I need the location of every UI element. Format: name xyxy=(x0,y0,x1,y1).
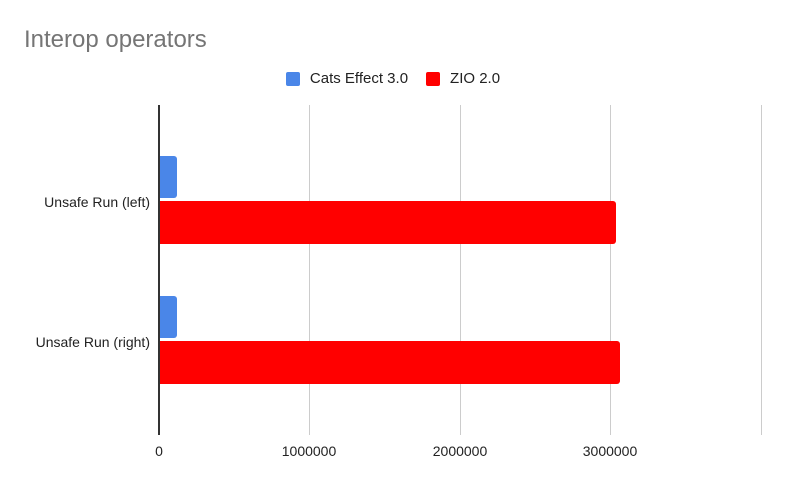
legend-label-zio: ZIO 2.0 xyxy=(450,70,501,87)
bar-cats-effect-right[interactable] xyxy=(159,296,177,338)
gridline-4000000 xyxy=(761,105,762,435)
gridline-1000000 xyxy=(309,105,310,435)
legend-item-zio[interactable]: ZIO 2.0 xyxy=(426,70,500,87)
gridline-3000000 xyxy=(610,105,611,435)
bar-zio-left[interactable] xyxy=(159,201,616,244)
legend-item-cats-effect[interactable]: Cats Effect 3.0 xyxy=(285,70,409,87)
x-tick-3000000: 3000000 xyxy=(582,443,638,459)
legend-swatch-cats-effect xyxy=(285,71,300,86)
bar-zio-right[interactable] xyxy=(159,341,620,384)
y-category-unsafe-run-left: Unsafe Run (left) xyxy=(44,194,150,210)
legend: Cats Effect 3.0 ZIO 2.0 xyxy=(0,70,786,87)
y-axis-line xyxy=(158,105,160,435)
y-category-unsafe-run-right: Unsafe Run (right) xyxy=(35,334,150,350)
x-tick-0: 0 xyxy=(155,443,163,459)
legend-swatch-zio xyxy=(426,71,441,86)
chart-title: Interop operators xyxy=(24,26,207,53)
legend-label-cats-effect: Cats Effect 3.0 xyxy=(309,70,409,87)
x-tick-1000000: 1000000 xyxy=(281,443,337,459)
bar-cats-effect-left[interactable] xyxy=(159,156,177,198)
gridline-2000000 xyxy=(460,105,461,435)
plot-area xyxy=(158,105,762,435)
x-tick-2000000: 2000000 xyxy=(432,443,488,459)
